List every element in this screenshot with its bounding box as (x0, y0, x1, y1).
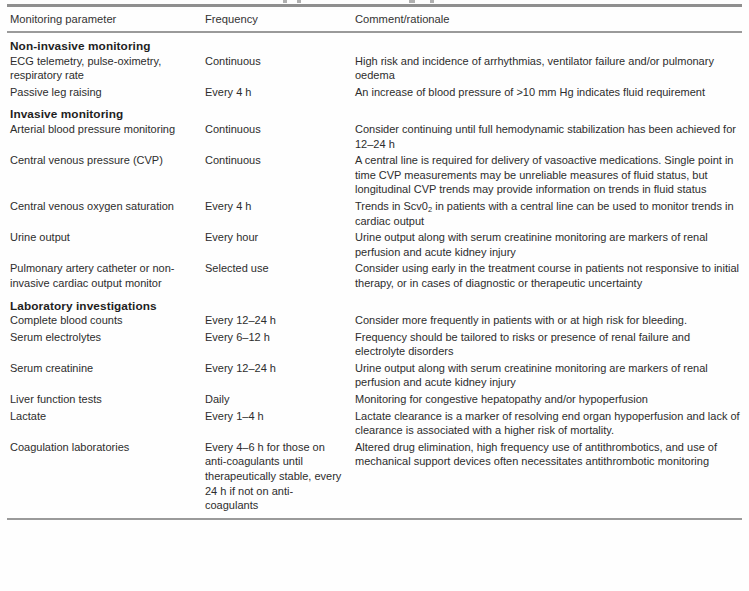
parameter-cell: ECG telemetry, pulse-oximetry, respirato… (10, 54, 205, 83)
comment-cell: Monitoring for congestive hepatopathy an… (355, 392, 742, 407)
frequency-cell: Daily (205, 392, 355, 407)
table-row: Urine outputEvery hourUrine output along… (7, 230, 742, 261)
comment-cell: Frequency should be tailored to risks or… (355, 330, 742, 359)
parameter-cell: Pulmonary artery catheter or non-invasiv… (10, 261, 205, 290)
table-row: Serum electrolytesEvery 6–12 hFrequency … (7, 330, 742, 361)
comment-text: Trends in Scv0 (355, 200, 428, 212)
table-row: Arterial blood pressure monitoringContin… (7, 122, 742, 153)
parameter-cell: Urine output (10, 230, 205, 259)
frequency-cell: Every 12–24 h (205, 313, 355, 328)
caption-descender-fragment (283, 0, 287, 3)
table-row: Pulmonary artery catheter or non-invasiv… (7, 261, 742, 292)
header-monitoring-parameter: Monitoring parameter (10, 12, 205, 27)
caption-descender-fragment (297, 0, 301, 3)
header-rule (7, 31, 742, 33)
comment-cell: Trends in Scv02 in patients with a centr… (355, 199, 742, 228)
comment-cell: Altered drug elimination, high frequency… (355, 440, 742, 513)
bottom-rule (7, 518, 742, 520)
header-frequency: Frequency (205, 12, 355, 27)
parameter-cell: Arterial blood pressure monitoring (10, 122, 205, 151)
monitoring-parameters-table: Monitoring parameter Frequency Comment/r… (7, 0, 742, 520)
table-row: ECG telemetry, pulse-oximetry, respirato… (7, 54, 742, 85)
comment-cell: Urine output along with serum creatinine… (355, 361, 742, 390)
frequency-cell: Every 6–12 h (205, 330, 355, 359)
frequency-cell: Continuous (205, 122, 355, 151)
table-header-row: Monitoring parameter Frequency Comment/r… (7, 7, 742, 31)
table-body: Non-invasive monitoringECG telemetry, pu… (7, 39, 742, 515)
parameter-cell: Complete blood counts (10, 313, 205, 328)
parameter-cell: Coagulation laboratories (10, 440, 205, 513)
caption-descender-fragment (409, 0, 415, 3)
table-section: Laboratory investigationsComplete blood … (7, 299, 742, 515)
comment-cell: Urine output along with serum creatinine… (355, 230, 742, 259)
table-row: Central venous oxygen saturationEvery 4 … (7, 199, 742, 230)
frequency-cell: Every 12–24 h (205, 361, 355, 390)
table-section: Invasive monitoringArterial blood pressu… (7, 107, 742, 292)
frequency-cell: Every 1–4 h (205, 409, 355, 438)
table-row: LactateEvery 1–4 hLactate clearance is a… (7, 409, 742, 440)
comment-cell: High risk and incidence of arrhythmias, … (355, 54, 742, 83)
parameter-cell: Serum creatinine (10, 361, 205, 390)
section-title: Laboratory investigations (7, 299, 742, 314)
frequency-cell: Every hour (205, 230, 355, 259)
table-row: Coagulation laboratoriesEvery 4–6 h for … (7, 440, 742, 515)
comment-cell: A central line is required for delivery … (355, 153, 742, 197)
paper-table-page: Monitoring parameter Frequency Comment/r… (0, 0, 749, 591)
comment-cell: Lactate clearance is a marker of resolvi… (355, 409, 742, 438)
parameter-cell: Lactate (10, 409, 205, 438)
table-row: Central venous pressure (CVP)ContinuousA… (7, 153, 742, 199)
header-comment-rationale: Comment/rationale (355, 12, 742, 27)
comment-cell: Consider more frequently in patients wit… (355, 313, 742, 328)
comment-cell: An increase of blood pressure of >10 mm … (355, 85, 742, 100)
table-row: Complete blood countsEvery 12–24 hConsid… (7, 313, 742, 330)
table-section: Non-invasive monitoringECG telemetry, pu… (7, 39, 742, 101)
frequency-cell: Continuous (205, 54, 355, 83)
table-row: Serum creatinineEvery 12–24 hUrine outpu… (7, 361, 742, 392)
frequency-cell: Every 4–6 h for those on anti-coagulants… (205, 440, 355, 513)
parameter-cell: Central venous oxygen saturation (10, 199, 205, 228)
parameter-cell: Central venous pressure (CVP) (10, 153, 205, 197)
frequency-cell: Every 4 h (205, 85, 355, 100)
frequency-cell: Every 4 h (205, 199, 355, 228)
caption-descender-fragment (430, 0, 434, 3)
frequency-cell: Continuous (205, 153, 355, 197)
parameter-cell: Liver function tests (10, 392, 205, 407)
frequency-cell: Selected use (205, 261, 355, 290)
comment-cell: Consider continuing until full hemodynam… (355, 122, 742, 151)
section-title: Invasive monitoring (7, 107, 742, 122)
table-row: Passive leg raisingEvery 4 hAn increase … (7, 85, 742, 102)
parameter-cell: Passive leg raising (10, 85, 205, 100)
comment-cell: Consider using early in the treatment co… (355, 261, 742, 290)
section-title: Non-invasive monitoring (7, 39, 742, 54)
parameter-cell: Serum electrolytes (10, 330, 205, 359)
table-row: Liver function testsDailyMonitoring for … (7, 392, 742, 409)
